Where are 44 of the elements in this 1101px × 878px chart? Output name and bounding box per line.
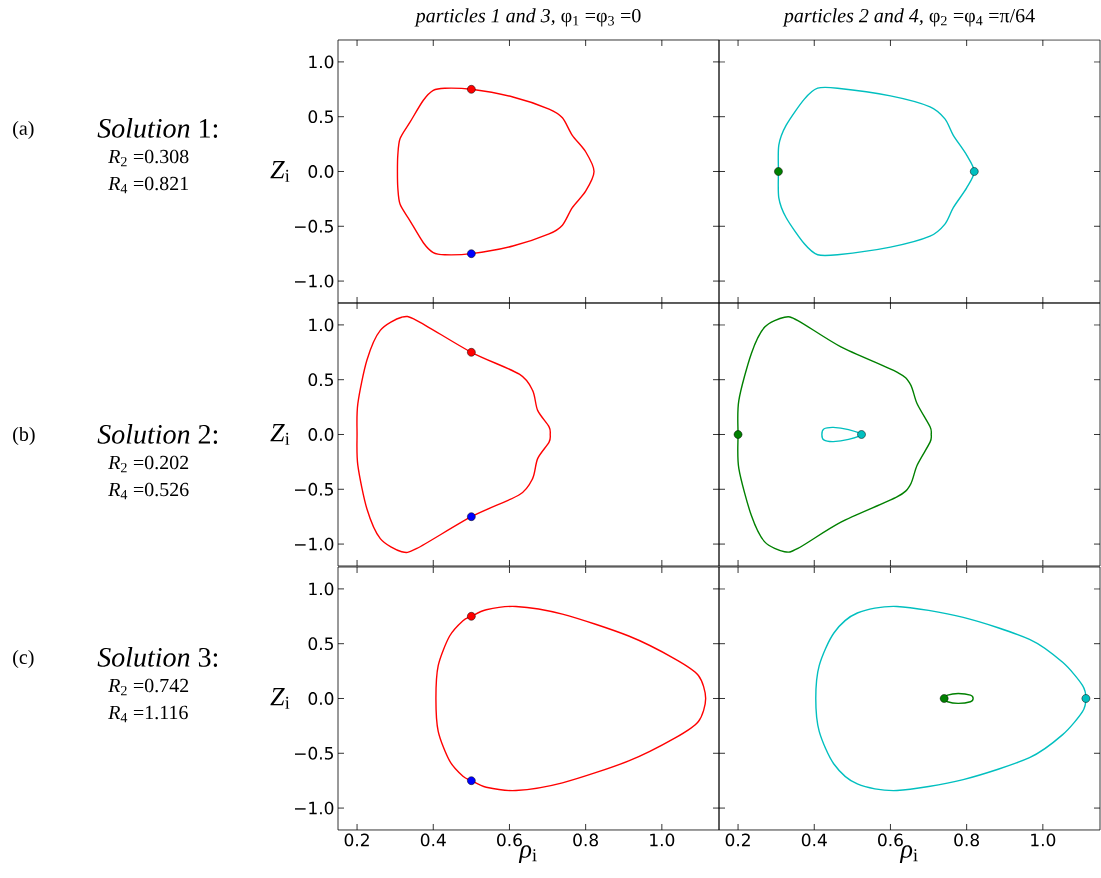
y-axis-title: Z$_{i}$ xyxy=(270,688,290,709)
y-tick-label: 1.0 xyxy=(309,55,334,69)
text: R$_{4}$ =0.821 xyxy=(108,176,188,194)
x-tick-label: 0.6 xyxy=(878,833,903,847)
y-axis-title: Z$_{i}$ xyxy=(270,161,290,182)
y-tick-label: 1.0 xyxy=(309,318,334,332)
chart-title: particles 2 and 4, φ$_{2}$ =φ$_{4}$ =π/64 xyxy=(782,8,1035,27)
y-tick-label: 0.5 xyxy=(308,110,333,124)
text: Solution 3: xyxy=(97,647,218,667)
text: R$_{2}$ =0.202 xyxy=(108,455,189,473)
y-tick-label: 0.0 xyxy=(308,165,334,178)
y-axis-title: Z$_{i}$ xyxy=(270,424,290,445)
x-tick-label: 0.2 xyxy=(725,833,750,847)
x-tick-label: 0.8 xyxy=(573,833,599,847)
y-tick-label: 0.5 xyxy=(308,637,333,651)
x-tick-label: 1.0 xyxy=(1031,833,1056,847)
y-tick-label: −1.0 xyxy=(294,801,334,815)
text: R$_{2}$ =0.308 xyxy=(108,149,189,167)
text: Solution 1: xyxy=(97,118,218,138)
x-axis-title: ρ$_{i}$ xyxy=(518,845,537,863)
text: R$_{4}$ =0.526 xyxy=(108,482,189,500)
text: (b) xyxy=(13,426,35,446)
y-tick-label: −0.5 xyxy=(294,219,333,233)
y-tick-label: −0.5 xyxy=(294,482,333,496)
chart-title: particles 1 and 3, φ$_{1}$ =φ$_{3}$ =0 xyxy=(414,8,641,27)
y-tick-label: 0.5 xyxy=(308,373,333,387)
x-tick-label: 1.0 xyxy=(650,833,675,847)
y-tick-label: 0.0 xyxy=(308,692,334,705)
y-tick-label: −0.5 xyxy=(294,746,333,760)
x-tick-label: 0.6 xyxy=(497,833,522,847)
y-tick-label: −1.0 xyxy=(294,274,334,288)
y-tick-label: −1.0 xyxy=(294,537,334,551)
y-tick-label: 0.0 xyxy=(308,428,334,441)
x-tick-label: 0.8 xyxy=(954,833,980,847)
text: (c) xyxy=(13,649,34,669)
text: Solution 2: xyxy=(97,424,218,444)
text: R$_{4}$ =1.116 xyxy=(108,705,188,723)
y-tick-label: 1.0 xyxy=(309,582,334,596)
text: R$_{2}$ =0.742 xyxy=(108,678,189,696)
x-tick-label: 0.4 xyxy=(420,833,446,847)
x-axis-title: ρ$_{i}$ xyxy=(899,845,918,863)
text: (a) xyxy=(13,120,34,140)
x-tick-label: 0.4 xyxy=(801,833,827,847)
x-tick-label: 0.2 xyxy=(344,833,369,847)
